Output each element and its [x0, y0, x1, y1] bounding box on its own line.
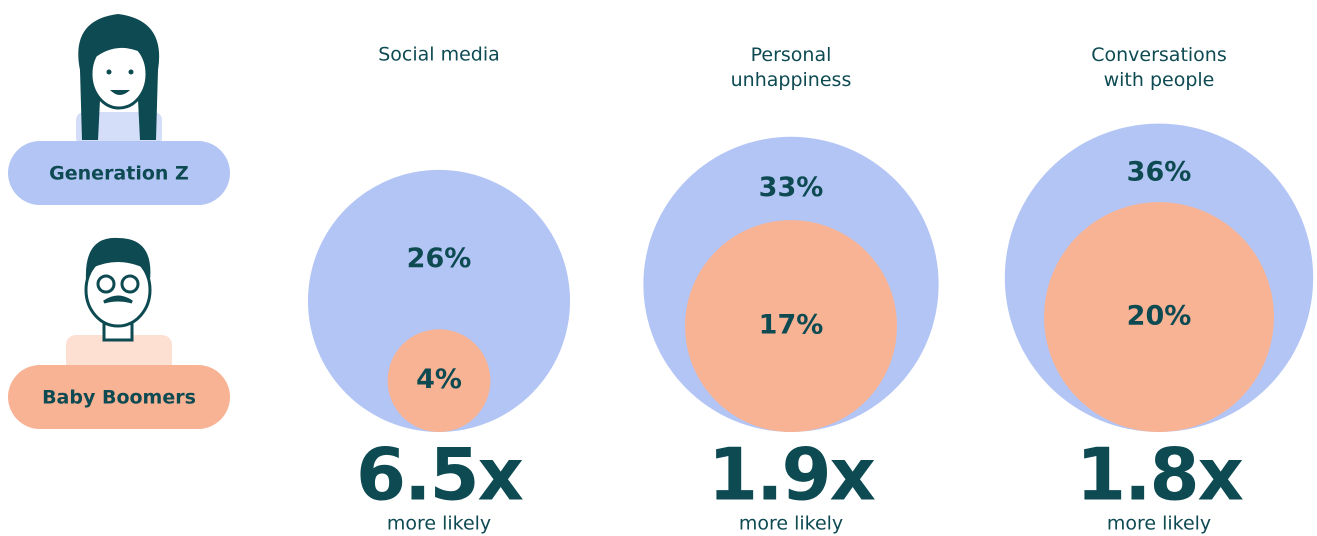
category-line: unhappiness: [731, 69, 852, 91]
legend-label: Generation Z: [49, 163, 189, 185]
value-label: 4%: [416, 364, 462, 395]
ratio-label: 1.8x: [1076, 433, 1244, 517]
chart: Generation Z Baby Boomers Social media 26% 4…: [0, 0, 1317, 536]
category-line: Personal: [751, 44, 832, 66]
avatar-boomer: [66, 238, 172, 375]
ratio-label: 1.9x: [708, 433, 876, 517]
value-label: 36%: [1127, 156, 1192, 187]
ratio-caption: more likely: [1107, 513, 1211, 535]
value-label: 17%: [759, 310, 824, 341]
legend-label: Baby Boomers: [42, 387, 196, 409]
value-label: 33%: [759, 172, 824, 203]
ratio-caption: more likely: [387, 513, 491, 535]
value-label: 20%: [1127, 301, 1192, 332]
ratio-caption: more likely: [739, 513, 843, 535]
category-label: Conversations with people: [1091, 44, 1227, 91]
category-label: Social media: [378, 44, 500, 66]
ratio-label: 6.5x: [356, 433, 524, 517]
value-label: 26%: [407, 243, 472, 274]
avatar-gen-z: [76, 14, 162, 146]
category-line: with people: [1104, 69, 1215, 91]
category-line: Conversations: [1091, 44, 1227, 66]
category-label: Personal unhappiness: [731, 44, 852, 91]
